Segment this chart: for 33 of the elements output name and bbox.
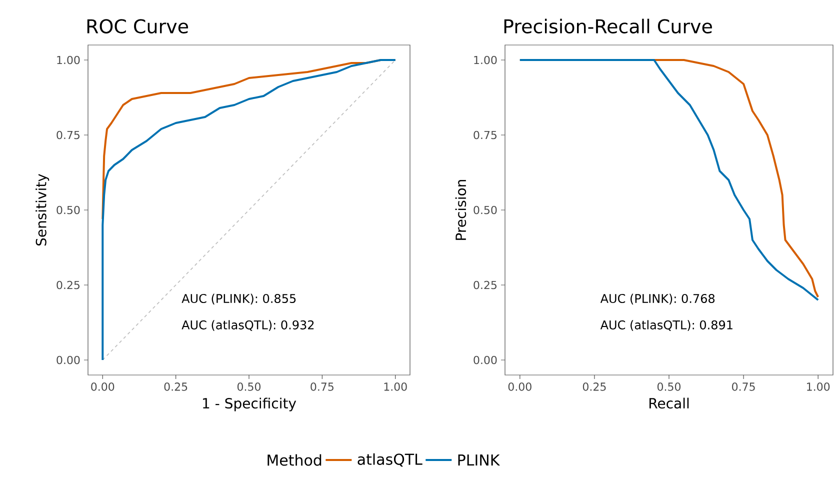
x-tick-label: 0.00 [91,382,114,391]
y-tick-label: 0.00 [56,356,80,364]
y-tick-label: 0.25 [56,280,80,290]
y-axis-title: Sensitivity [36,174,50,246]
y-tick-label: 1.00 [474,56,497,64]
x-tick-label: 0.25 [582,382,606,391]
x-tick-label: 0.50 [237,382,260,391]
y-tick-label: 0.75 [56,130,80,140]
legend-label: atlasQTL [358,453,422,467]
x-tick-label: 0.00 [508,382,532,391]
x-tick-label: 0.25 [164,382,188,391]
y-axis-title: Precision [455,180,466,240]
x-axis-title: 1 - Specificity [203,398,296,412]
x-tick-label: 0.75 [310,382,334,391]
legend-title: Method [268,454,322,466]
annotation: AUC (atlasQTL): 0.891 [600,320,732,331]
annotation: AUC (PLINK): 0.855 [182,294,296,304]
annotation: AUC (PLINK): 0.768 [600,294,715,304]
y-tick-label: 1.00 [57,56,80,64]
annotation: AUC (atlasQTL): 0.932 [182,320,314,331]
legend-label: PLINK [458,454,500,466]
chart-title: ROC Curve [87,19,188,34]
y-tick-label: 0.50 [474,206,497,214]
x-tick-label: 0.75 [732,382,755,391]
x-tick-label: 1.00 [384,382,407,391]
x-tick-label: 1.00 [807,382,830,391]
y-tick-label: 0.25 [474,280,497,290]
x-tick-label: 0.50 [657,382,681,391]
y-tick-label: 0.75 [474,130,497,140]
chart-title: Precision-Recall Curve [504,18,712,34]
x-axis-title: Recall [650,398,689,409]
y-tick-label: 0.00 [474,356,497,364]
y-tick-label: 0.50 [56,206,80,214]
